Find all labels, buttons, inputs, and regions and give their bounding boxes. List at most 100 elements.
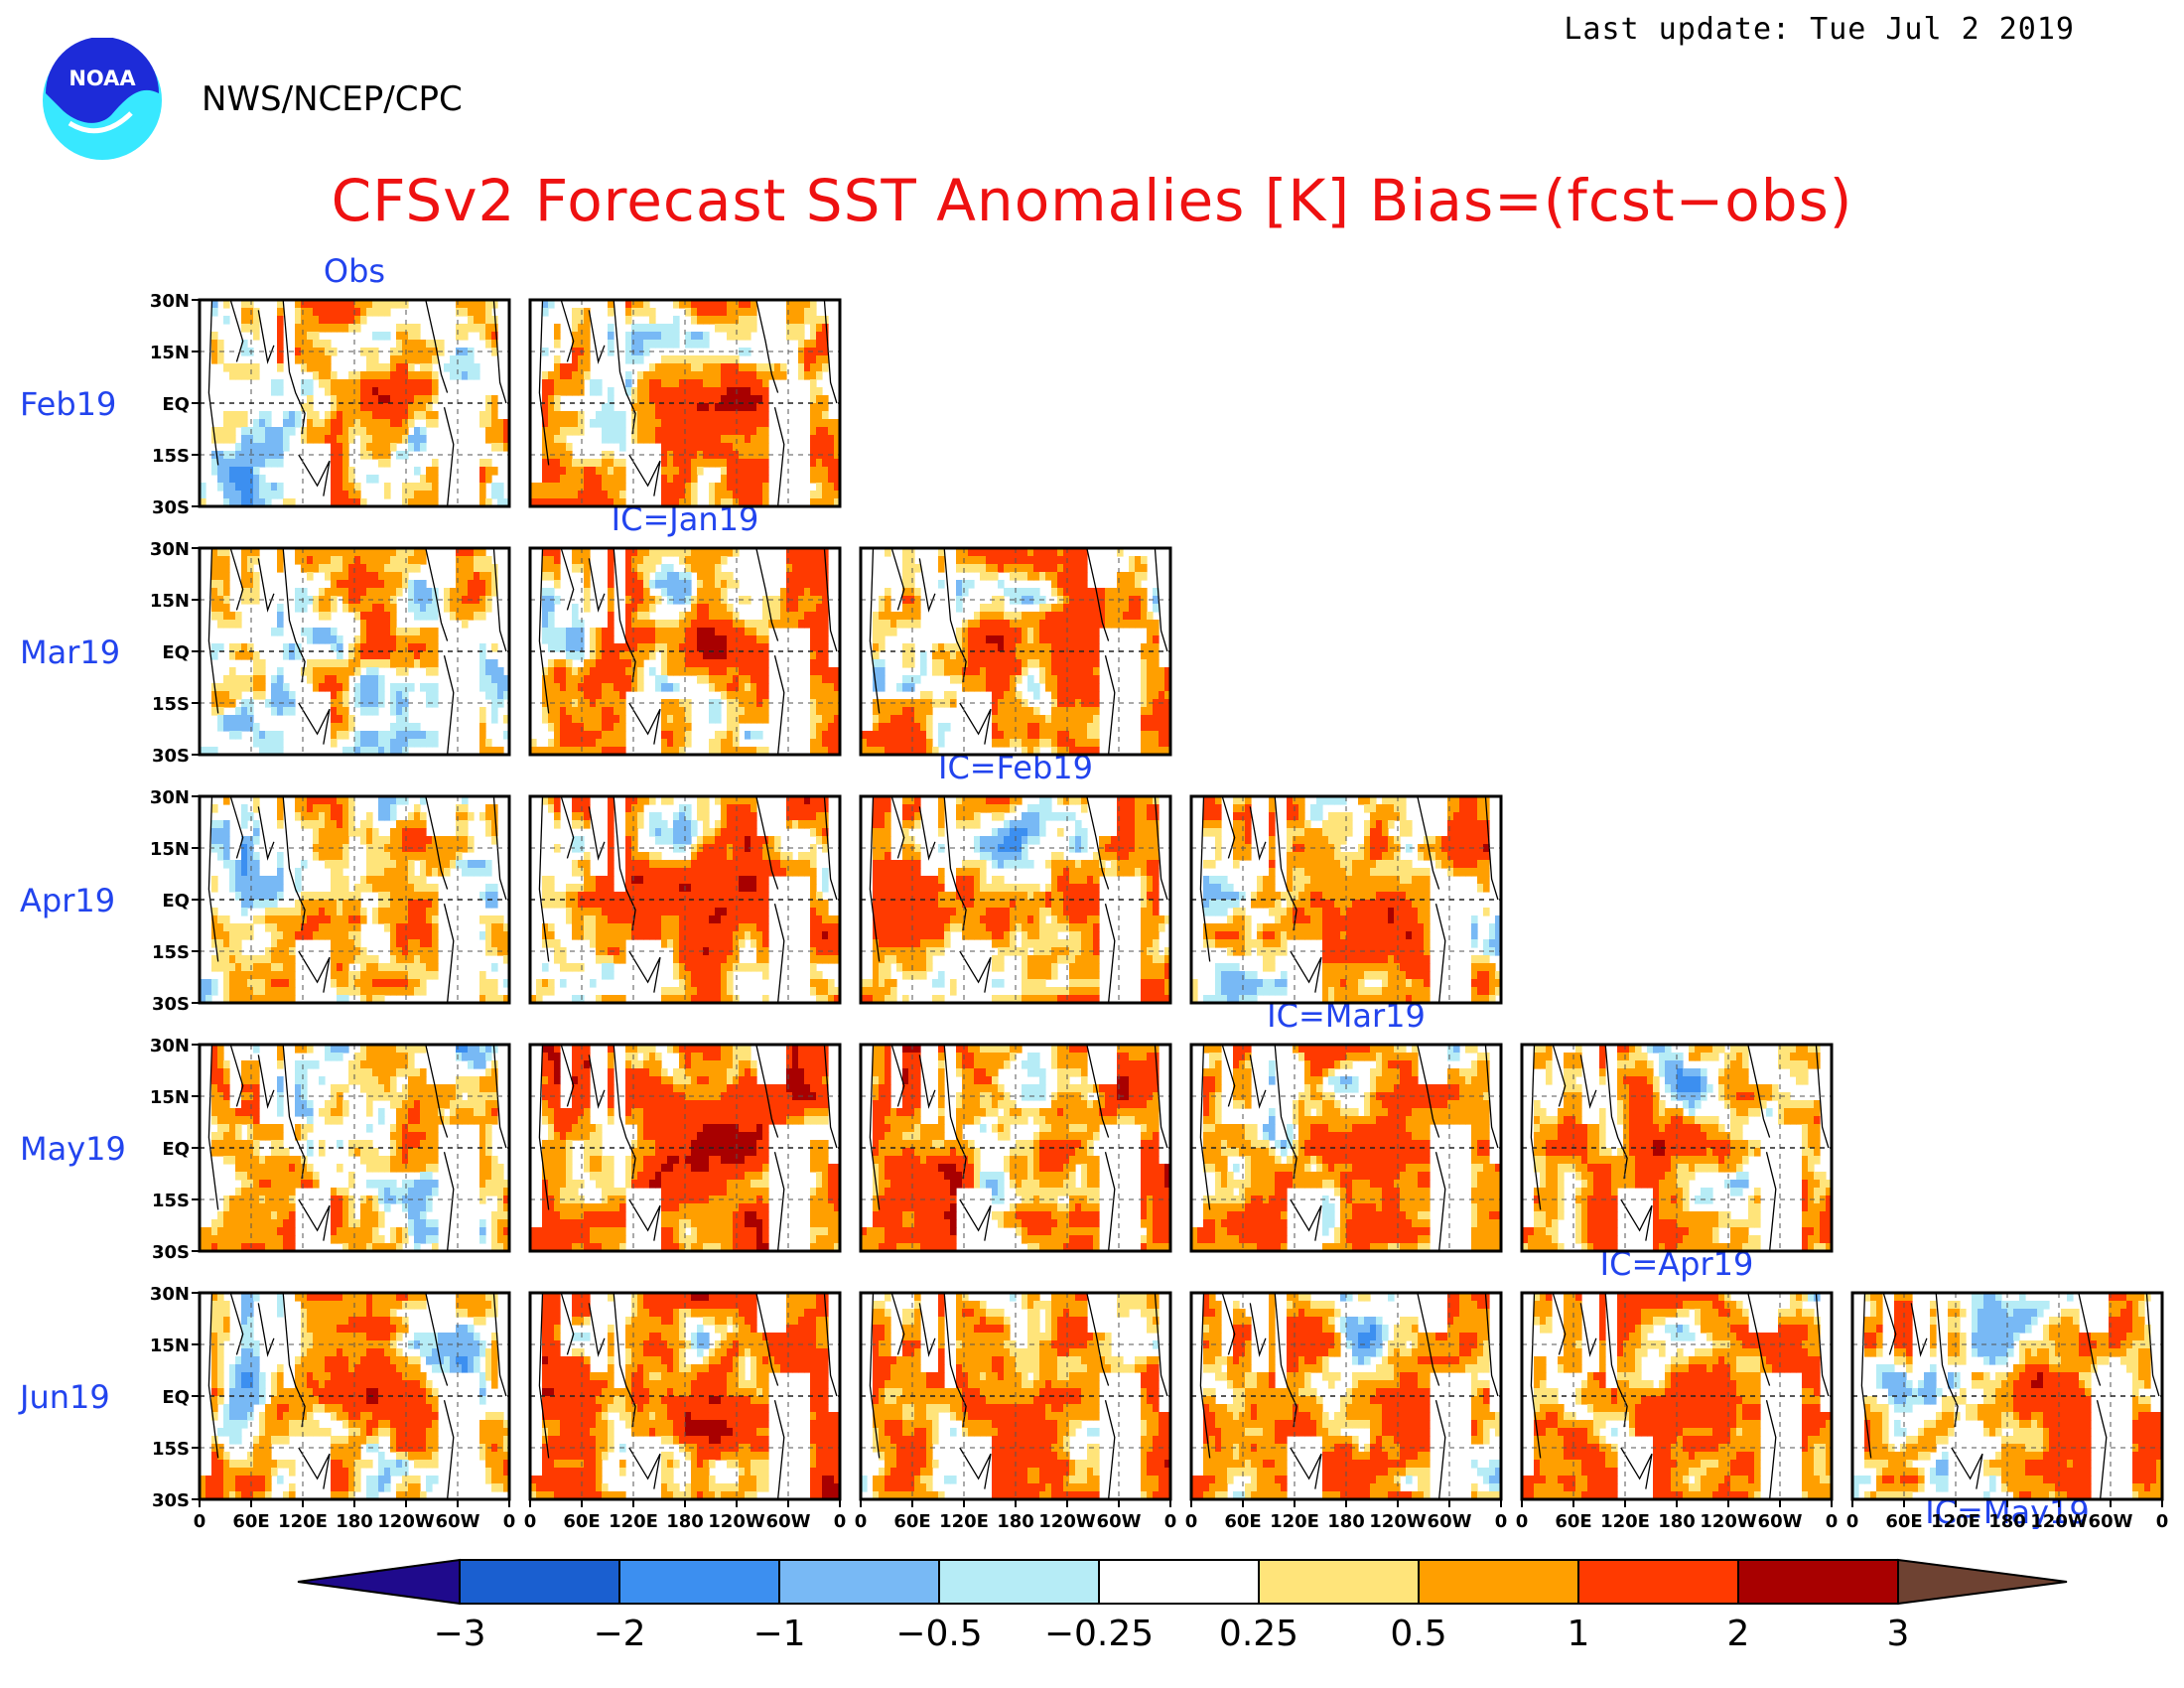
anomaly-cell bbox=[331, 564, 338, 573]
anomaly-cell bbox=[566, 659, 573, 668]
anomaly-cell bbox=[968, 667, 975, 676]
anomaly-cell bbox=[331, 572, 338, 581]
anomaly-cell bbox=[235, 620, 242, 629]
anomaly-cell bbox=[602, 628, 609, 636]
anomaly-cell bbox=[786, 796, 793, 805]
anomaly-cell bbox=[661, 723, 668, 732]
anomaly-cell bbox=[655, 683, 662, 692]
anomaly-cell bbox=[235, 491, 242, 499]
anomaly-cell bbox=[372, 419, 379, 428]
anomaly-cell bbox=[715, 844, 722, 853]
anomaly-cell bbox=[408, 483, 415, 492]
anomaly-cell bbox=[277, 427, 284, 436]
anomaly-cell bbox=[816, 691, 823, 700]
anomaly-cell bbox=[211, 747, 218, 756]
anomaly-cell bbox=[879, 620, 886, 629]
anomaly-cell bbox=[992, 572, 999, 581]
anomaly-cell bbox=[342, 459, 349, 468]
anomaly-cell bbox=[667, 332, 674, 341]
anomaly-cell bbox=[661, 451, 668, 460]
anomaly-cell bbox=[792, 804, 799, 813]
anomaly-cell bbox=[277, 604, 284, 613]
anomaly-cell bbox=[247, 884, 254, 893]
anomaly-cell bbox=[337, 892, 343, 901]
anomaly-cell bbox=[331, 628, 338, 636]
anomaly-cell bbox=[733, 379, 740, 388]
anomaly-cell bbox=[265, 427, 272, 436]
anomaly-cell bbox=[655, 419, 662, 428]
anomaly-cell bbox=[727, 852, 734, 861]
anomaly-cell bbox=[661, 707, 668, 716]
anomaly-cell bbox=[1016, 659, 1023, 668]
anomaly-cell bbox=[530, 498, 537, 507]
anomaly-cell bbox=[366, 548, 373, 557]
anomaly-cell bbox=[485, 804, 492, 813]
anomaly-cell bbox=[542, 403, 549, 412]
anomaly-cell bbox=[1016, 612, 1023, 621]
anomaly-cell bbox=[211, 332, 218, 341]
anomaly-cell bbox=[816, 395, 823, 404]
anomaly-cell bbox=[756, 731, 763, 740]
anomaly-cell bbox=[426, 884, 433, 893]
anomaly-cell bbox=[1081, 731, 1088, 740]
anomaly-cell bbox=[637, 548, 644, 557]
anomaly-cell bbox=[366, 379, 373, 388]
anomaly-cell bbox=[1063, 548, 1070, 557]
anomaly-cell bbox=[426, 387, 433, 396]
anomaly-cell bbox=[283, 963, 290, 972]
anomaly-cell bbox=[679, 588, 686, 597]
anomaly-cell bbox=[572, 556, 579, 565]
anomaly-cell bbox=[1027, 612, 1034, 621]
anomaly-cell bbox=[235, 612, 242, 621]
anomaly-cell bbox=[408, 556, 415, 565]
anomaly-cell bbox=[590, 731, 597, 740]
anomaly-cell bbox=[655, 427, 662, 436]
anomaly-cell bbox=[408, 659, 415, 668]
anomaly-cell bbox=[798, 324, 805, 333]
anomaly-cell bbox=[762, 411, 769, 420]
anomaly-cell bbox=[253, 443, 260, 452]
anomaly-cell bbox=[420, 955, 427, 964]
anomaly-cell bbox=[542, 443, 549, 452]
anomaly-cell bbox=[578, 812, 585, 821]
anomaly-cell bbox=[1093, 620, 1100, 629]
anomaly-cell bbox=[283, 955, 290, 964]
anomaly-cell bbox=[792, 332, 799, 341]
anomaly-cell bbox=[602, 635, 609, 644]
anomaly-cell bbox=[709, 564, 716, 573]
anomaly-cell bbox=[402, 884, 409, 893]
anomaly-cell bbox=[283, 411, 290, 420]
anomaly-cell bbox=[625, 556, 632, 565]
anomaly-cell bbox=[491, 340, 498, 349]
anomaly-cell bbox=[456, 828, 463, 837]
anomaly-cell bbox=[572, 868, 579, 877]
anomaly-cell bbox=[354, 371, 361, 380]
anomaly-cell bbox=[554, 572, 561, 581]
anomaly-cell bbox=[715, 675, 722, 684]
anomaly-cell bbox=[530, 491, 537, 499]
anomaly-cell bbox=[745, 844, 751, 853]
anomaly-cell bbox=[673, 635, 680, 644]
anomaly-cell bbox=[810, 435, 817, 444]
anomaly-cell bbox=[661, 355, 668, 364]
anomaly-cell bbox=[1093, 683, 1100, 692]
anomaly-cell bbox=[211, 355, 218, 364]
anomaly-cell bbox=[727, 548, 734, 557]
y-tick-label: 30N bbox=[150, 291, 190, 312]
anomaly-cell bbox=[715, 747, 722, 756]
anomaly-cell bbox=[751, 395, 757, 404]
anomaly-cell bbox=[751, 643, 757, 652]
anomaly-cell bbox=[828, 731, 835, 740]
anomaly-cell bbox=[229, 683, 236, 692]
anomaly-cell bbox=[223, 596, 230, 605]
anomaly-cell bbox=[348, 939, 355, 948]
anomaly-cell bbox=[235, 498, 242, 507]
anomaly-cell bbox=[908, 643, 915, 652]
anomaly-cell bbox=[235, 459, 242, 468]
anomaly-cell bbox=[1033, 572, 1040, 581]
anomaly-cell bbox=[479, 731, 486, 740]
anomaly-cell bbox=[542, 387, 549, 396]
anomaly-cell bbox=[625, 852, 632, 861]
anomaly-cell bbox=[1129, 556, 1136, 565]
anomaly-cell bbox=[342, 908, 349, 916]
